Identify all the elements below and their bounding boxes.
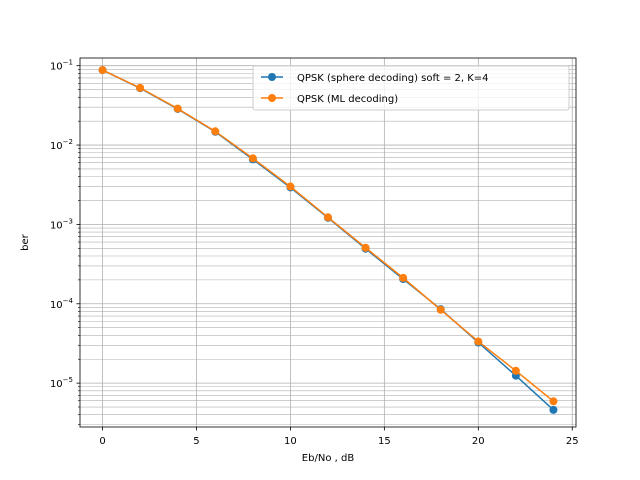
y-tick-label: 10−2 <box>50 138 73 152</box>
legend-marker-sphere <box>268 73 276 81</box>
data-point <box>211 127 220 136</box>
data-point <box>399 273 408 282</box>
x-tick-label: 10 <box>284 436 297 447</box>
legend-entry-ml: QPSK (ML decoding) <box>261 94 398 105</box>
data-point <box>173 104 182 113</box>
legend-box <box>252 65 570 111</box>
data-series <box>98 66 558 414</box>
y-axis-label: ber <box>20 233 31 251</box>
data-point <box>286 182 295 191</box>
data-point <box>474 337 483 346</box>
x-tick-label: 15 <box>378 436 391 447</box>
x-tick-label: 5 <box>193 436 199 447</box>
legend-label-ml: QPSK (ML decoding) <box>297 94 398 105</box>
data-point <box>436 305 445 314</box>
y-tick-label: 10−5 <box>50 376 73 390</box>
legend-label-sphere: QPSK (sphere decoding) soft = 2, K=4 <box>297 73 489 84</box>
x-tick-label: 25 <box>566 436 579 447</box>
data-point <box>511 366 520 375</box>
series-1 <box>98 66 558 406</box>
plot-frame <box>79 57 577 428</box>
x-tick-label: 0 <box>99 436 105 447</box>
data-point <box>136 83 145 92</box>
x-axis-label: Eb/No , dB <box>302 453 355 464</box>
y-tick-label: 10−1 <box>50 59 73 73</box>
y-tick-label: 10−4 <box>50 297 74 311</box>
data-point <box>248 154 257 163</box>
y-tick-label: 10−3 <box>50 217 73 231</box>
legend-marker-ml <box>268 94 276 102</box>
data-point <box>98 66 107 75</box>
legend: QPSK (sphere decoding) soft = 2, K=4 QPS… <box>252 65 570 111</box>
data-point <box>361 243 370 252</box>
x-tick-label: 20 <box>472 436 485 447</box>
data-point <box>324 213 332 222</box>
legend-entry-sphere: QPSK (sphere decoding) soft = 2, K=4 <box>261 73 489 84</box>
data-point <box>549 405 558 414</box>
axis-ticks: 0 5 10 15 20 25 10−5 10−4 10−3 10−2 10−1 <box>50 59 579 447</box>
data-point <box>549 397 558 406</box>
